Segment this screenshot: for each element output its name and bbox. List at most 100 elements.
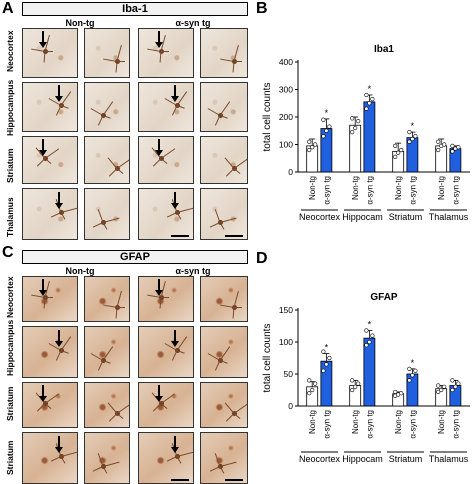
cell-process xyxy=(44,403,52,410)
data-point xyxy=(310,387,315,393)
cell-process xyxy=(152,158,162,167)
data-point xyxy=(436,139,441,144)
gfap-micrograph xyxy=(22,432,78,484)
cell-process xyxy=(232,307,235,319)
gfap-micrograph xyxy=(84,276,130,322)
cell-process xyxy=(233,413,241,420)
cell-process xyxy=(152,403,162,412)
panel-a-row-label: Thalamus xyxy=(5,197,15,237)
cell-process xyxy=(232,61,235,73)
data-point xyxy=(407,139,412,144)
cell-process xyxy=(36,403,46,412)
data-point xyxy=(370,97,375,102)
group-label: Neocortex xyxy=(299,212,341,222)
bar-category-label: α-syn tg xyxy=(408,410,417,439)
cell-process xyxy=(159,51,162,63)
data-point xyxy=(442,384,447,389)
iba1-micrograph xyxy=(138,188,194,240)
iba1-micrograph xyxy=(200,28,248,78)
significance-marker: * xyxy=(411,121,415,131)
data-point xyxy=(436,389,441,395)
arrow-indicator-icon xyxy=(155,385,163,402)
bar-category-label: α-syn tg xyxy=(322,176,331,205)
y-tick-label: 200 xyxy=(279,112,293,122)
gfap-micrograph xyxy=(138,326,194,378)
data-point xyxy=(350,378,355,383)
cell-process xyxy=(102,101,114,116)
iba1-micrograph xyxy=(84,136,130,184)
panel-c-header: GFAP xyxy=(22,250,248,264)
bar-category-label: Non-tg xyxy=(394,176,403,200)
data-point xyxy=(353,384,358,389)
group-label: Hippocam xyxy=(342,454,383,464)
data-point xyxy=(313,381,318,386)
data-point xyxy=(321,134,326,139)
data-point xyxy=(310,145,315,150)
cell-process xyxy=(44,158,52,165)
cell-process xyxy=(161,297,169,298)
cell-process xyxy=(60,451,77,457)
arrow-indicator-icon xyxy=(55,85,63,102)
panel-a-header: Iba-1 xyxy=(22,2,248,16)
bar-category-label: α-syn tg xyxy=(322,410,331,439)
data-point xyxy=(450,149,455,154)
cell-process xyxy=(161,51,169,52)
cell-process xyxy=(160,158,168,165)
cell-process xyxy=(97,115,104,126)
data-point xyxy=(456,381,461,386)
cell-process xyxy=(45,297,53,298)
gfap-micrograph xyxy=(84,326,130,378)
bar-category-label: α-syn tg xyxy=(365,410,374,439)
y-tick-label: 150 xyxy=(279,305,293,315)
gfap-micrograph xyxy=(200,432,248,484)
gfap-micrograph xyxy=(138,432,194,484)
data-point xyxy=(439,387,444,393)
scale-bar xyxy=(171,235,189,237)
panel-a-row-label: Striatum xyxy=(5,148,15,183)
gfap-micrograph xyxy=(22,382,78,428)
data-point xyxy=(436,383,441,388)
scale-bar xyxy=(171,479,189,481)
cell-process xyxy=(116,413,124,420)
data-point xyxy=(413,368,418,373)
bar-category-label: α-syn tg xyxy=(451,410,460,439)
bar-category-label: Non-tg xyxy=(394,410,403,434)
gfap-micrograph xyxy=(138,276,194,322)
iba1-micrograph xyxy=(200,188,248,240)
panel-a-row-label: Neocortex xyxy=(5,30,15,72)
panel-c-row-label: Striatum xyxy=(5,386,15,421)
bar-category-label: Non-tg xyxy=(351,410,360,434)
panel-c-col-nontg: Non-tg xyxy=(65,266,95,276)
cell-process xyxy=(102,217,120,223)
cell-process xyxy=(102,461,120,467)
cell-process xyxy=(116,158,129,169)
cell-process xyxy=(171,350,178,361)
data-point xyxy=(450,378,455,383)
data-point xyxy=(350,116,355,121)
iba1-micrograph xyxy=(22,28,78,78)
panel-a-col-nontg: Non-tg xyxy=(65,18,95,28)
group-label: Hippocam xyxy=(342,212,383,222)
cell-process xyxy=(234,307,242,308)
cell-process xyxy=(159,297,162,309)
arrow-indicator-icon xyxy=(171,85,179,102)
cell-process xyxy=(115,61,118,73)
data-point xyxy=(364,343,369,348)
data-point xyxy=(353,125,358,131)
data-point xyxy=(413,134,418,139)
panel-c-row-label: Hippocampus xyxy=(5,319,15,376)
gfap-micrograph xyxy=(22,276,78,322)
cell-process xyxy=(214,115,221,126)
cell-process xyxy=(117,61,125,62)
arrow-indicator-icon xyxy=(55,436,63,453)
data-point xyxy=(307,139,312,144)
scale-bar xyxy=(225,479,243,481)
arrow-indicator-icon xyxy=(39,385,47,402)
data-point xyxy=(321,368,326,373)
data-point xyxy=(393,389,398,395)
y-axis-label: total cell counts xyxy=(262,324,273,393)
bar-category-label: Non-tg xyxy=(351,176,360,200)
bar-category-label: α-syn tg xyxy=(408,176,417,205)
significance-marker: * xyxy=(368,84,372,94)
data-point xyxy=(367,101,372,106)
